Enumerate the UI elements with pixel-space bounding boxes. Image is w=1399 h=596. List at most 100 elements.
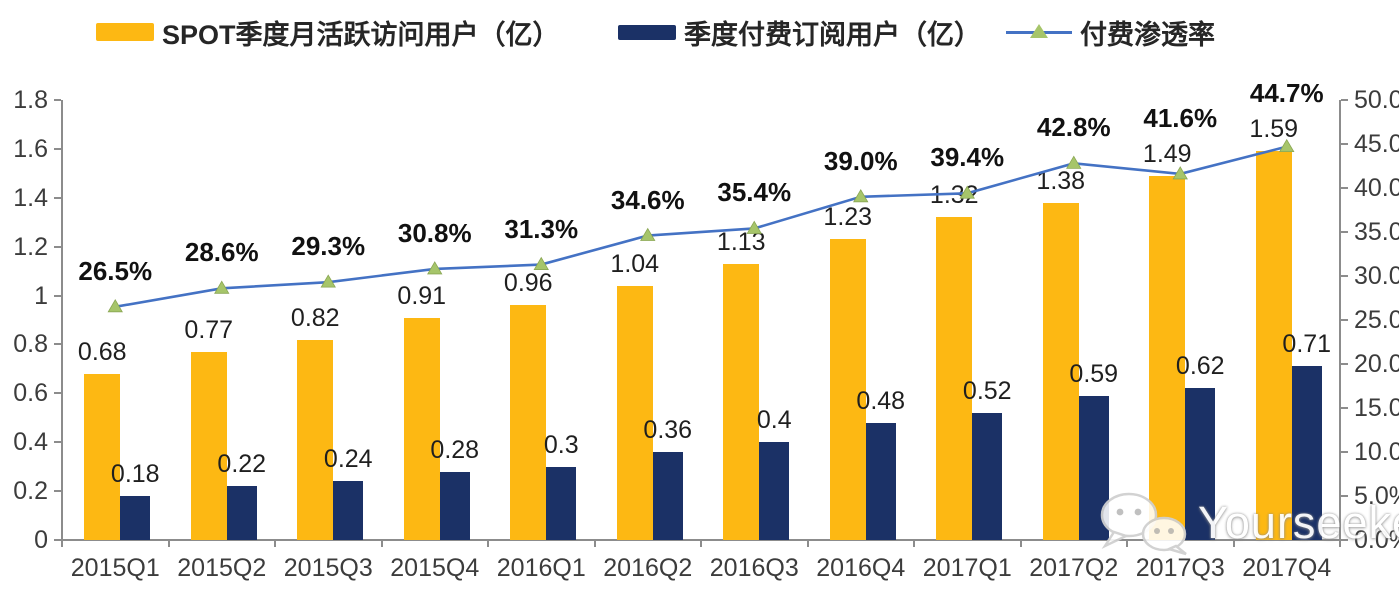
mau-value-label: 1.49	[1142, 139, 1192, 168]
right-axis-tick-label: 45.0%	[1354, 130, 1399, 158]
mau-value-label: 1.59	[1249, 115, 1299, 144]
mau-value-label: 0.68	[77, 337, 127, 366]
subscribers-bar[interactable]	[1185, 388, 1216, 540]
penetration-percent-label: 34.6%	[610, 184, 685, 215]
subscribers-value-label: 0.4	[756, 406, 792, 435]
left-axis-tick	[54, 196, 61, 199]
penetration-percent-label: 41.6%	[1143, 102, 1218, 133]
mau-bar[interactable]	[84, 373, 121, 540]
subscribers-bar[interactable]	[226, 486, 257, 540]
subscribers-value-label: 0.59	[1069, 359, 1119, 388]
penetration-percent-label: 30.8%	[397, 217, 472, 248]
watermark: Yourseeker	[1096, 490, 1399, 556]
right-axis-tick-label: 50.0%	[1354, 86, 1399, 114]
x-axis-category-label: 2015Q1	[70, 554, 160, 582]
left-axis-tick-label: 0	[34, 526, 48, 554]
left-axis-tick	[54, 294, 61, 297]
penetration-marker-icon[interactable]	[640, 227, 656, 241]
penetration-percent-label: 26.5%	[78, 255, 153, 286]
right-axis-tick-label: 10.0%	[1354, 438, 1399, 466]
subscribers-bar[interactable]	[333, 481, 364, 540]
chart-legend: SPOT季度月活跃访问用户（亿） 季度付费订阅用户（亿） 付费渗透率	[0, 14, 1399, 54]
subscribers-bar[interactable]	[652, 452, 683, 540]
right-axis-tick-label: 30.0%	[1354, 262, 1399, 290]
right-axis-tick-label: 20.0%	[1354, 350, 1399, 378]
x-axis-category-label: 2017Q1	[922, 554, 1012, 582]
mau-value-label: 0.91	[397, 281, 447, 310]
penetration-percent-label: 31.3%	[504, 213, 579, 244]
legend-item-subscribers[interactable]: 季度付费订阅用户（亿）	[618, 14, 981, 50]
subscribers-value-label: 0.24	[323, 445, 373, 474]
right-axis-tick	[1341, 187, 1348, 189]
legend-label-subscribers: 季度付费订阅用户（亿）	[684, 19, 981, 50]
subscribers-value-label: 0.71	[1282, 330, 1332, 359]
penetration-marker-icon[interactable]	[107, 299, 123, 313]
mau-bar[interactable]	[723, 263, 760, 540]
subscribers-value-label: 0.28	[430, 435, 480, 464]
penetration-line-swatch-icon	[1006, 22, 1072, 42]
subscribers-bar-swatch-icon	[618, 24, 676, 40]
left-axis-tick-label: 1.8	[13, 86, 48, 114]
mau-bar[interactable]	[297, 339, 334, 540]
x-axis-tick	[274, 540, 276, 547]
mau-value-label: 1.32	[929, 181, 979, 210]
penetration-percent-label: 29.3%	[291, 231, 366, 262]
left-axis-tick	[54, 490, 61, 493]
wechat-icon	[1100, 492, 1187, 556]
penetration-marker-icon[interactable]	[533, 256, 549, 270]
mau-bar[interactable]	[190, 351, 227, 540]
subscribers-bar[interactable]	[439, 471, 470, 540]
penetration-marker-icon[interactable]	[853, 189, 869, 203]
left-axis-tick-label: 0.2	[13, 477, 48, 506]
subscribers-bar[interactable]	[865, 422, 896, 540]
mau-bar[interactable]	[403, 317, 440, 540]
mau-bar-swatch-icon	[96, 23, 154, 41]
left-axis-tick	[54, 441, 61, 444]
left-axis-tick-label: 1	[34, 281, 48, 310]
x-axis-category-label: 2015Q3	[283, 554, 373, 582]
right-axis-tick	[1341, 275, 1348, 277]
left-axis-tick	[54, 99, 61, 101]
penetration-percent-label: 28.6%	[184, 237, 259, 268]
right-axis-tick	[1341, 539, 1348, 541]
right-axis-tick-label: 0.0%	[1354, 526, 1399, 554]
right-axis-tick	[1341, 363, 1348, 365]
right-axis-tick-label: 25.0%	[1354, 306, 1399, 334]
subscribers-value-label: 0.48	[856, 386, 906, 415]
penetration-percent-label: 39.4%	[930, 142, 1005, 173]
left-axis-tick-label: 1.6	[13, 134, 48, 163]
x-axis-tick	[1126, 540, 1128, 547]
mau-value-label: 1.38	[1036, 166, 1086, 195]
mau-value-label: 1.23	[823, 203, 873, 232]
x-axis-tick	[487, 540, 489, 547]
subscribers-bar[interactable]	[546, 466, 577, 540]
subscribers-value-label: 0.22	[217, 450, 267, 479]
mau-value-label: 0.77	[184, 315, 234, 344]
subscribers-bar[interactable]	[972, 412, 1003, 540]
subscribers-bar[interactable]	[120, 496, 151, 540]
x-axis-tick	[1232, 540, 1235, 547]
subscribers-bar[interactable]	[759, 442, 790, 540]
right-axis-tick	[1341, 231, 1348, 233]
subscribers-value-label: 0.18	[110, 460, 160, 488]
legend-label-penetration: 付费渗透率	[1080, 19, 1215, 50]
legend-item-mau[interactable]: SPOT季度月活跃访问用户（亿）	[96, 14, 560, 50]
x-axis-category-label: 2017Q2	[1029, 554, 1119, 582]
penetration-marker-icon[interactable]	[427, 261, 443, 275]
mau-value-label: 0.82	[290, 303, 340, 332]
subscribers-value-label: 0.62	[1175, 352, 1225, 381]
penetration-marker-icon[interactable]	[214, 280, 230, 294]
mau-bar[interactable]	[510, 305, 547, 540]
x-axis-category-label: 2017Q4	[1242, 554, 1332, 582]
legend-item-penetration[interactable]: 付费渗透率	[1006, 14, 1215, 50]
penetration-marker-icon[interactable]	[320, 274, 336, 288]
right-axis-line	[1339, 100, 1341, 541]
left-axis-tick	[54, 147, 61, 150]
subscribers-value-label: 0.3	[543, 430, 579, 459]
mau-bar[interactable]	[616, 285, 653, 540]
penetration-percent-label: 44.7%	[1249, 78, 1324, 109]
watermark-text: Yourseeker	[1198, 497, 1399, 548]
subscribers-bar[interactable]	[1291, 366, 1322, 540]
left-axis-tick	[54, 343, 61, 346]
